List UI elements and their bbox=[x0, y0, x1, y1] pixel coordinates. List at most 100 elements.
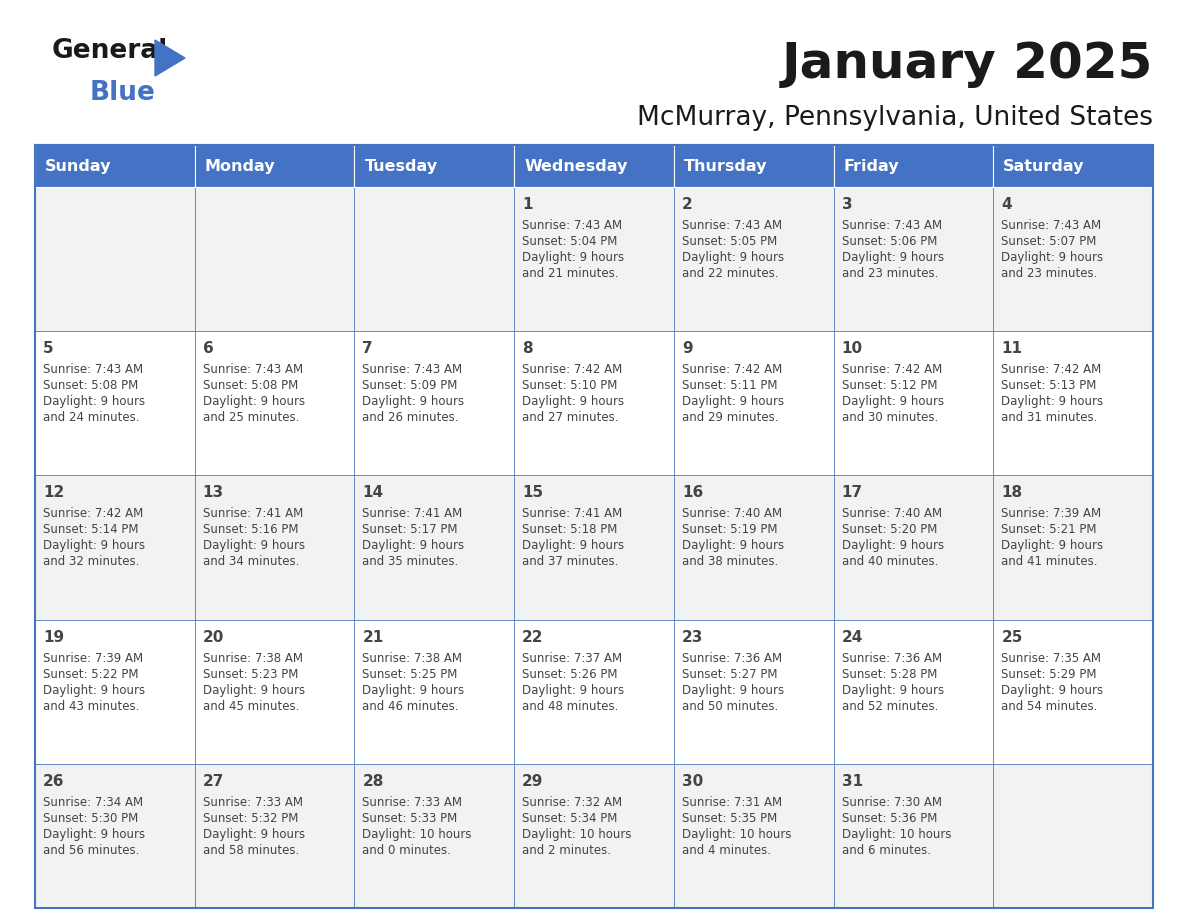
Text: Sunrise: 7:43 AM: Sunrise: 7:43 AM bbox=[682, 219, 782, 232]
Text: and 23 minutes.: and 23 minutes. bbox=[1001, 267, 1098, 280]
Text: Sunset: 5:32 PM: Sunset: 5:32 PM bbox=[203, 812, 298, 824]
Text: Sunrise: 7:43 AM: Sunrise: 7:43 AM bbox=[841, 219, 942, 232]
Text: 10: 10 bbox=[841, 341, 862, 356]
Text: Daylight: 9 hours: Daylight: 9 hours bbox=[1001, 396, 1104, 409]
Text: Daylight: 9 hours: Daylight: 9 hours bbox=[1001, 684, 1104, 697]
Text: Sunset: 5:22 PM: Sunset: 5:22 PM bbox=[43, 667, 139, 680]
Text: 25: 25 bbox=[1001, 630, 1023, 644]
Text: 23: 23 bbox=[682, 630, 703, 644]
Text: Sunset: 5:17 PM: Sunset: 5:17 PM bbox=[362, 523, 457, 536]
Bar bbox=[514, 187, 674, 331]
Text: Sunset: 5:08 PM: Sunset: 5:08 PM bbox=[203, 379, 298, 392]
Text: Daylight: 9 hours: Daylight: 9 hours bbox=[362, 396, 465, 409]
Bar bbox=[195, 764, 354, 908]
Text: Sunset: 5:06 PM: Sunset: 5:06 PM bbox=[841, 235, 937, 248]
Bar bbox=[195, 145, 354, 187]
Text: Daylight: 10 hours: Daylight: 10 hours bbox=[362, 828, 472, 841]
Bar bbox=[674, 331, 834, 476]
Text: Wednesday: Wednesday bbox=[524, 159, 627, 174]
Bar bbox=[674, 620, 834, 764]
Text: 14: 14 bbox=[362, 486, 384, 500]
Text: 4: 4 bbox=[1001, 197, 1012, 212]
Text: and 21 minutes.: and 21 minutes. bbox=[523, 267, 619, 280]
Bar bbox=[34, 331, 195, 476]
Text: 26: 26 bbox=[43, 774, 64, 789]
Text: Sunrise: 7:42 AM: Sunrise: 7:42 AM bbox=[43, 508, 144, 521]
Text: Sunrise: 7:42 AM: Sunrise: 7:42 AM bbox=[1001, 364, 1101, 376]
Text: Sunset: 5:11 PM: Sunset: 5:11 PM bbox=[682, 379, 777, 392]
Text: Sunrise: 7:43 AM: Sunrise: 7:43 AM bbox=[203, 364, 303, 376]
Bar bbox=[354, 476, 514, 620]
Text: Daylight: 9 hours: Daylight: 9 hours bbox=[43, 828, 145, 841]
Text: Sunset: 5:18 PM: Sunset: 5:18 PM bbox=[523, 523, 618, 536]
Text: and 24 minutes.: and 24 minutes. bbox=[43, 411, 139, 424]
Text: Sunset: 5:30 PM: Sunset: 5:30 PM bbox=[43, 812, 138, 824]
Text: Sunset: 5:07 PM: Sunset: 5:07 PM bbox=[1001, 235, 1097, 248]
Text: Daylight: 10 hours: Daylight: 10 hours bbox=[523, 828, 632, 841]
Text: and 45 minutes.: and 45 minutes. bbox=[203, 700, 299, 712]
Text: Sunset: 5:27 PM: Sunset: 5:27 PM bbox=[682, 667, 777, 680]
Text: Sunrise: 7:39 AM: Sunrise: 7:39 AM bbox=[1001, 508, 1101, 521]
Text: and 40 minutes.: and 40 minutes. bbox=[841, 555, 939, 568]
Text: Sunset: 5:34 PM: Sunset: 5:34 PM bbox=[523, 812, 618, 824]
Text: Friday: Friday bbox=[843, 159, 899, 174]
Text: Daylight: 9 hours: Daylight: 9 hours bbox=[362, 684, 465, 697]
Text: 6: 6 bbox=[203, 341, 214, 356]
Bar bbox=[514, 764, 674, 908]
Text: 15: 15 bbox=[523, 486, 543, 500]
Text: Daylight: 9 hours: Daylight: 9 hours bbox=[203, 540, 305, 553]
Text: Daylight: 9 hours: Daylight: 9 hours bbox=[1001, 251, 1104, 264]
Text: Sunrise: 7:42 AM: Sunrise: 7:42 AM bbox=[682, 364, 782, 376]
Bar bbox=[674, 764, 834, 908]
Text: and 46 minutes.: and 46 minutes. bbox=[362, 700, 459, 712]
Bar bbox=[34, 620, 195, 764]
Text: Sunset: 5:09 PM: Sunset: 5:09 PM bbox=[362, 379, 457, 392]
Text: Daylight: 9 hours: Daylight: 9 hours bbox=[203, 684, 305, 697]
Text: Daylight: 9 hours: Daylight: 9 hours bbox=[841, 540, 943, 553]
Text: 16: 16 bbox=[682, 486, 703, 500]
Text: Sunset: 5:20 PM: Sunset: 5:20 PM bbox=[841, 523, 937, 536]
Bar bbox=[354, 145, 514, 187]
Bar bbox=[514, 476, 674, 620]
Text: Sunrise: 7:43 AM: Sunrise: 7:43 AM bbox=[362, 364, 462, 376]
Bar bbox=[34, 764, 195, 908]
Bar bbox=[834, 476, 993, 620]
Text: 27: 27 bbox=[203, 774, 225, 789]
Text: and 54 minutes.: and 54 minutes. bbox=[1001, 700, 1098, 712]
Text: Thursday: Thursday bbox=[684, 159, 767, 174]
Bar bbox=[514, 331, 674, 476]
Text: 29: 29 bbox=[523, 774, 544, 789]
Text: 18: 18 bbox=[1001, 486, 1023, 500]
Text: and 35 minutes.: and 35 minutes. bbox=[362, 555, 459, 568]
Text: and 25 minutes.: and 25 minutes. bbox=[203, 411, 299, 424]
Text: Sunrise: 7:42 AM: Sunrise: 7:42 AM bbox=[523, 364, 623, 376]
Text: Sunrise: 7:43 AM: Sunrise: 7:43 AM bbox=[1001, 219, 1101, 232]
Text: Sunset: 5:13 PM: Sunset: 5:13 PM bbox=[1001, 379, 1097, 392]
Text: Sunrise: 7:43 AM: Sunrise: 7:43 AM bbox=[523, 219, 623, 232]
Bar bbox=[993, 331, 1154, 476]
Text: Daylight: 9 hours: Daylight: 9 hours bbox=[682, 684, 784, 697]
Bar bbox=[195, 331, 354, 476]
Bar bbox=[674, 145, 834, 187]
Text: General: General bbox=[52, 38, 169, 64]
Text: 22: 22 bbox=[523, 630, 544, 644]
Text: Sunset: 5:04 PM: Sunset: 5:04 PM bbox=[523, 235, 618, 248]
Bar bbox=[993, 187, 1154, 331]
Text: Tuesday: Tuesday bbox=[365, 159, 437, 174]
Text: 12: 12 bbox=[43, 486, 64, 500]
Text: Sunset: 5:12 PM: Sunset: 5:12 PM bbox=[841, 379, 937, 392]
Text: 20: 20 bbox=[203, 630, 225, 644]
Text: 30: 30 bbox=[682, 774, 703, 789]
Text: Sunrise: 7:35 AM: Sunrise: 7:35 AM bbox=[1001, 652, 1101, 665]
Text: and 41 minutes.: and 41 minutes. bbox=[1001, 555, 1098, 568]
Text: and 34 minutes.: and 34 minutes. bbox=[203, 555, 299, 568]
Bar bbox=[354, 764, 514, 908]
Text: Sunset: 5:26 PM: Sunset: 5:26 PM bbox=[523, 667, 618, 680]
Text: 8: 8 bbox=[523, 341, 532, 356]
Text: 3: 3 bbox=[841, 197, 852, 212]
Text: Sunset: 5:19 PM: Sunset: 5:19 PM bbox=[682, 523, 777, 536]
Bar bbox=[993, 764, 1154, 908]
Text: Daylight: 9 hours: Daylight: 9 hours bbox=[841, 684, 943, 697]
Text: Daylight: 9 hours: Daylight: 9 hours bbox=[43, 684, 145, 697]
Bar bbox=[514, 620, 674, 764]
